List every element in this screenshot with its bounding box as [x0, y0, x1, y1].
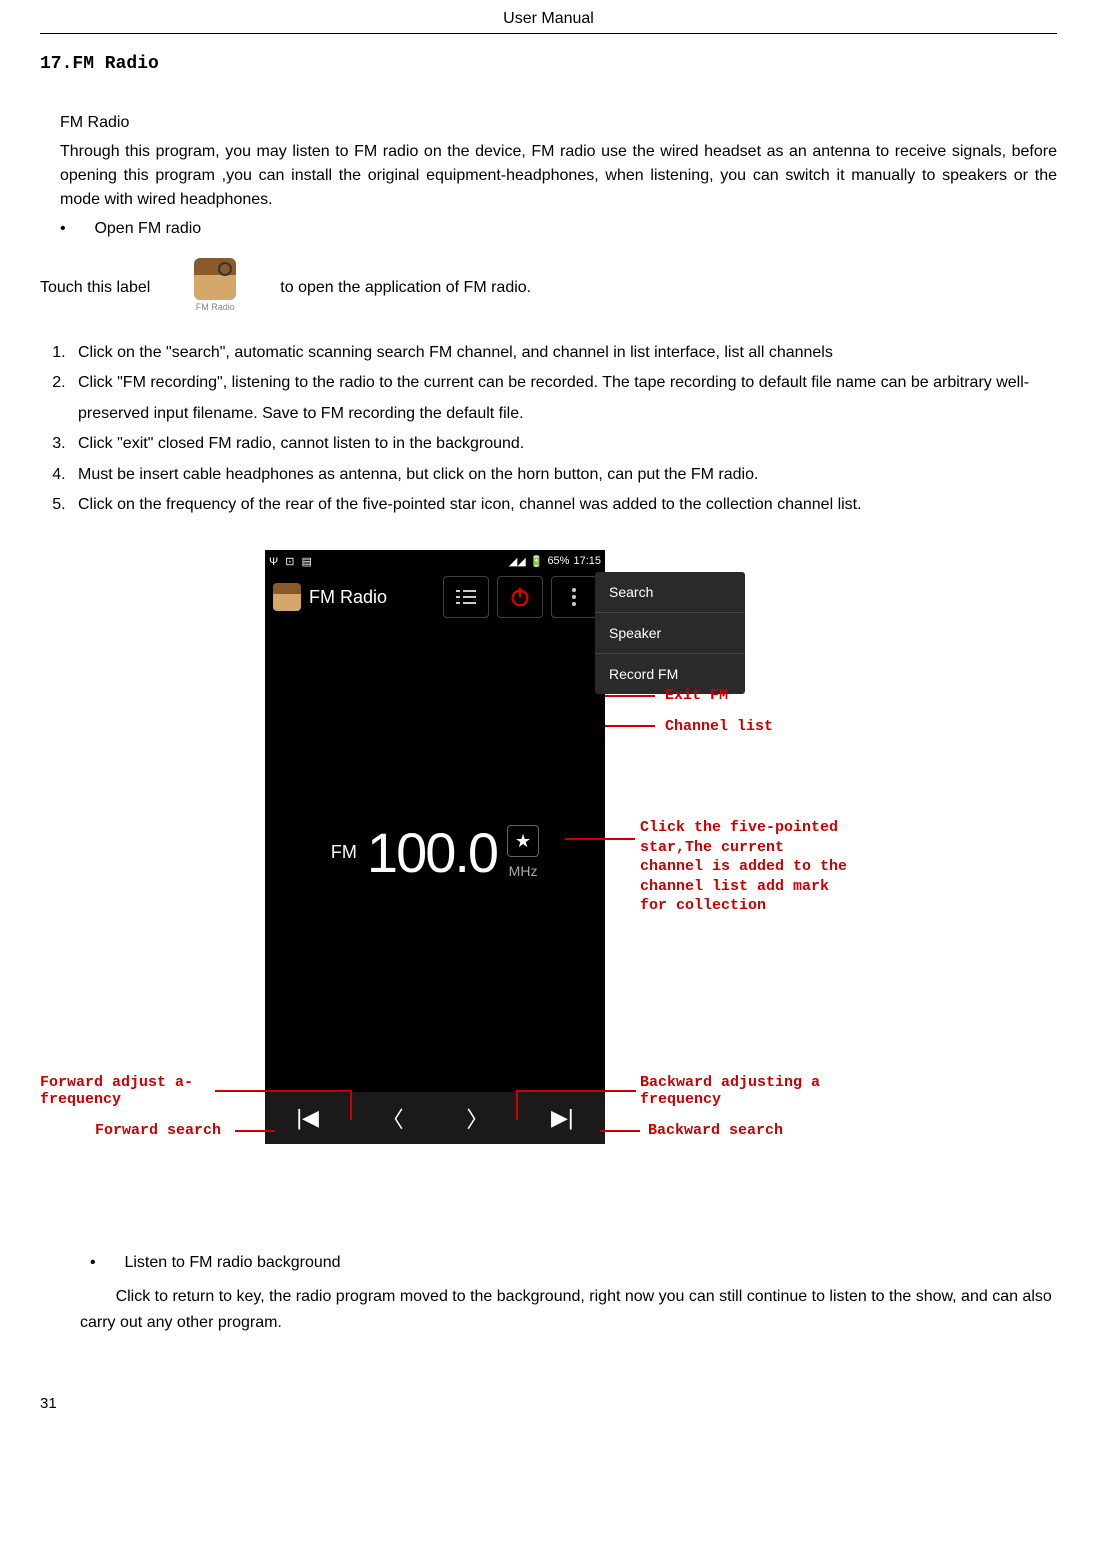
callout-line — [565, 838, 635, 840]
fm-radio-app-icon[interactable]: FM Radio — [190, 258, 240, 318]
frequency-value: 100.0 — [367, 820, 497, 885]
list-item: Click on the frequency of the rear of th… — [70, 490, 1057, 520]
status-right: ◢◢ 🔋 65% 17:15 — [509, 555, 601, 568]
callout-line — [516, 1090, 636, 1092]
callout-line — [235, 1130, 275, 1132]
subtitle: FM Radio — [60, 114, 1057, 132]
listen-section: • Listen to FM radio background Click to… — [40, 1250, 1057, 1335]
menu-item-search[interactable]: Search — [595, 572, 745, 613]
appbar-radio-icon — [273, 583, 301, 611]
callout-channel-list: Channel list — [665, 718, 773, 735]
appbar-title: FM Radio — [309, 587, 435, 608]
power-button[interactable] — [497, 576, 543, 618]
callout-back-search: Backward search — [648, 1122, 783, 1139]
status-left: Ψ ⊡ ▤ — [269, 555, 509, 568]
frequency-display: FM 100.0 ★ MHz — [265, 802, 605, 902]
next-freq-button[interactable]: 〉 — [466, 1102, 488, 1134]
app-icon-label: FM Radio — [196, 302, 235, 312]
status-bar: Ψ ⊡ ▤ ◢◢ 🔋 65% 17:15 — [265, 550, 605, 572]
bullet-dot: • — [60, 220, 90, 238]
channel-list-button[interactable] — [443, 576, 489, 618]
touch-after: to open the application of FM radio. — [280, 279, 531, 297]
list-item: Click "exit" closed FM radio, cannot lis… — [70, 429, 1057, 459]
callout-line — [215, 1090, 350, 1092]
listen-bullet-text: Listen to FM radio background — [124, 1254, 340, 1271]
touch-before: Touch this label — [40, 279, 150, 297]
callout-line — [350, 1090, 352, 1120]
callout-fwd-search: Forward search — [95, 1122, 221, 1139]
phone-screenshot: Ψ ⊡ ▤ ◢◢ 🔋 65% 17:15 FM Radio FM 100.0 — [265, 550, 605, 1144]
callout-line — [605, 725, 655, 727]
tuner-bar: |◀ 〈 〉 ▶| — [265, 1092, 605, 1144]
intro-text: Through this program, you may listen to … — [60, 140, 1057, 212]
overflow-menu: Search Speaker Record FM — [595, 572, 745, 694]
page-header: User Manual — [40, 10, 1057, 34]
open-radio-bullet: • Open FM radio — [60, 220, 1057, 238]
callout-exit: Exit FM — [665, 687, 728, 704]
signal-icon: ◢◢ — [509, 555, 526, 568]
next-search-button[interactable]: ▶| — [551, 1105, 574, 1131]
callout-star: Click the five-pointed star,The current … — [640, 818, 850, 916]
callout-line — [600, 1130, 640, 1132]
menu-item-speaker[interactable]: Speaker — [595, 613, 745, 654]
callout-back-adj: Backward adjusting a frequency — [640, 1074, 870, 1108]
bullet-text: Open FM radio — [94, 220, 201, 237]
listen-bullet: • Listen to FM radio background — [90, 1250, 1057, 1276]
list-item: Click "FM recording", listening to the r… — [70, 368, 1057, 429]
list-item: Must be insert cable headphones as anten… — [70, 460, 1057, 490]
app-bar: FM Radio — [265, 572, 605, 622]
mhz-label: MHz — [509, 863, 538, 879]
battery-pct: 65% — [547, 555, 569, 567]
prev-freq-button[interactable]: 〈 — [382, 1102, 404, 1134]
section-title: 17.FM Radio — [40, 54, 1057, 74]
clock: 17:15 — [573, 555, 601, 567]
listen-text: Click to return to key, the radio progra… — [80, 1284, 1057, 1335]
callout-fwd-adj: Forward adjust a-frequency — [40, 1074, 215, 1108]
callout-line — [516, 1090, 518, 1120]
page-number: 31 — [40, 1395, 1057, 1412]
radio-icon — [194, 258, 236, 300]
list-item: Click on the "search", automatic scannin… — [70, 338, 1057, 368]
touch-label-line: Touch this label FM Radio to open the ap… — [40, 258, 1057, 318]
phone-diagram: Ψ ⊡ ▤ ◢◢ 🔋 65% 17:15 FM Radio FM 100.0 — [40, 550, 1057, 1210]
favorite-star-button[interactable]: ★ — [507, 825, 539, 857]
instructions-list: Click on the "search", automatic scannin… — [40, 338, 1057, 520]
menu-button[interactable] — [551, 576, 597, 618]
prev-search-button[interactable]: |◀ — [296, 1105, 319, 1131]
fm-label: FM — [331, 842, 357, 863]
bullet-dot: • — [90, 1250, 120, 1276]
battery-icon: 🔋 — [530, 555, 544, 568]
callout-line — [605, 695, 655, 697]
